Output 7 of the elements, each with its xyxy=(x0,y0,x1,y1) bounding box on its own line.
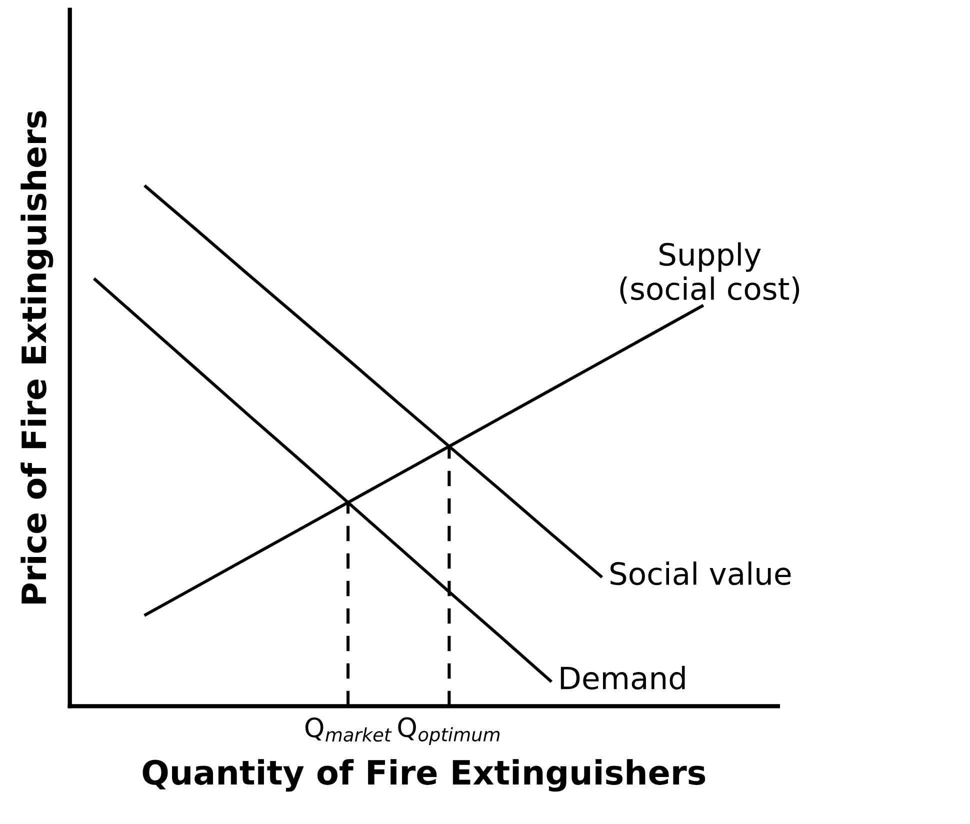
y-axis-title: Price of Fire Extinguishers xyxy=(20,111,54,604)
x-tick-label: Q$_{market}$ xyxy=(305,718,392,742)
series-label: Demand xyxy=(560,666,685,690)
x-axis-title: Quantity of Fire Extinguishers xyxy=(142,759,706,792)
x-tick-label: Q$_{optimum}$ xyxy=(398,717,500,746)
series-label: Social value xyxy=(610,561,791,586)
series-label: Supply (social cost) xyxy=(620,242,800,304)
